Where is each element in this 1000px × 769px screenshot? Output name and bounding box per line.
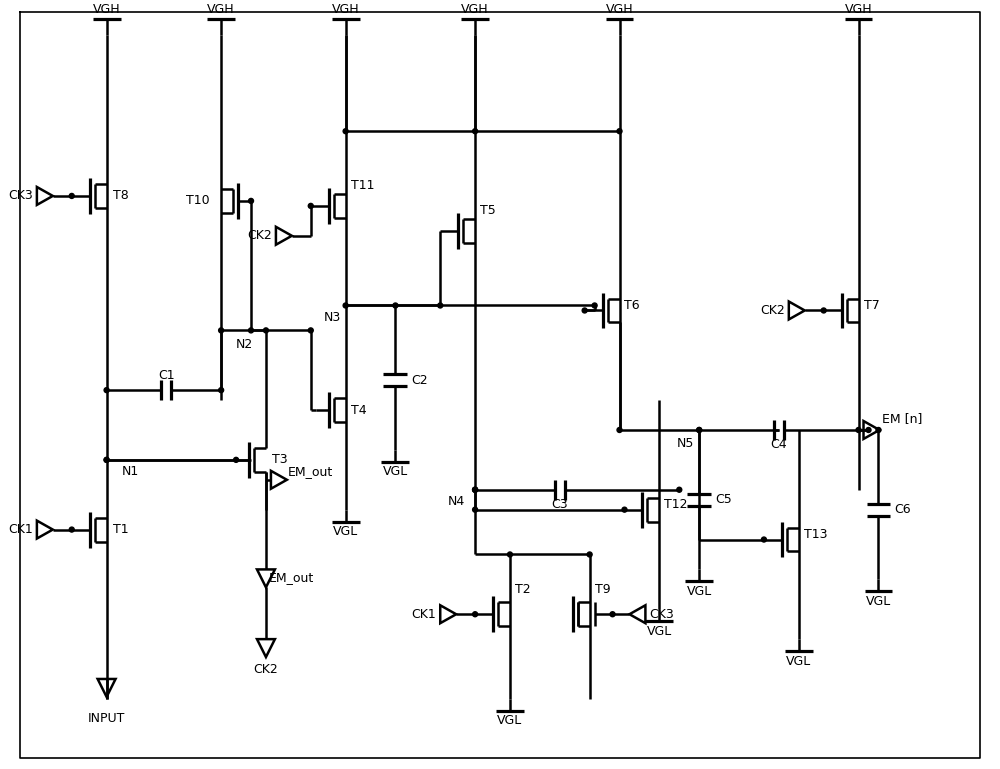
Circle shape	[104, 388, 109, 393]
Circle shape	[507, 552, 512, 557]
Text: CK3: CK3	[649, 608, 674, 621]
Text: VGL: VGL	[647, 624, 672, 638]
Text: C4: C4	[771, 438, 787, 451]
Circle shape	[821, 308, 826, 313]
Text: CK2: CK2	[760, 304, 785, 317]
Text: T9: T9	[595, 583, 610, 596]
Text: VGL: VGL	[786, 654, 811, 667]
Circle shape	[761, 537, 766, 542]
Circle shape	[69, 527, 74, 532]
Circle shape	[438, 303, 443, 308]
Text: N5: N5	[677, 438, 694, 451]
Text: N3: N3	[323, 311, 341, 324]
Text: C3: C3	[551, 498, 568, 511]
Text: EM_out: EM_out	[269, 571, 314, 584]
Text: CK2: CK2	[247, 229, 272, 242]
Circle shape	[219, 388, 224, 393]
Text: VGH: VGH	[461, 3, 489, 16]
Text: CK2: CK2	[254, 663, 278, 675]
Circle shape	[343, 128, 348, 134]
Circle shape	[587, 552, 592, 557]
Text: C5: C5	[715, 493, 732, 506]
Text: VGH: VGH	[332, 3, 359, 16]
Text: T11: T11	[351, 179, 374, 192]
Text: T1: T1	[113, 523, 128, 536]
Circle shape	[393, 303, 398, 308]
Text: INPUT: INPUT	[88, 712, 125, 725]
Text: C1: C1	[158, 368, 175, 381]
Circle shape	[866, 428, 871, 432]
Text: T10: T10	[186, 195, 209, 208]
Circle shape	[622, 508, 627, 512]
Text: EM [n]: EM [n]	[882, 411, 923, 424]
Text: N4: N4	[448, 495, 465, 508]
Circle shape	[473, 612, 478, 617]
Circle shape	[697, 428, 702, 432]
Circle shape	[610, 612, 615, 617]
Circle shape	[104, 458, 109, 462]
Text: T3: T3	[272, 454, 288, 466]
Text: T7: T7	[864, 299, 879, 312]
Circle shape	[343, 303, 348, 308]
Text: VGL: VGL	[333, 525, 358, 538]
Text: T2: T2	[515, 583, 531, 596]
Text: VGL: VGL	[383, 465, 408, 478]
Circle shape	[876, 428, 881, 432]
Circle shape	[473, 488, 478, 492]
Circle shape	[473, 128, 478, 134]
Circle shape	[617, 428, 622, 432]
Circle shape	[473, 508, 478, 512]
Circle shape	[219, 328, 224, 333]
Text: VGH: VGH	[845, 3, 872, 16]
Circle shape	[473, 488, 478, 492]
Text: CK1: CK1	[412, 608, 436, 621]
Circle shape	[234, 458, 239, 462]
Text: VGH: VGH	[606, 3, 633, 16]
Text: VGH: VGH	[93, 3, 120, 16]
Text: T13: T13	[804, 528, 827, 541]
Text: VGH: VGH	[207, 3, 235, 16]
Text: N2: N2	[236, 338, 253, 351]
Text: VGL: VGL	[866, 594, 891, 608]
Circle shape	[592, 303, 597, 308]
Circle shape	[856, 428, 861, 432]
Text: CK1: CK1	[8, 523, 33, 536]
Circle shape	[249, 198, 254, 204]
Circle shape	[308, 204, 313, 208]
Text: T6: T6	[624, 299, 640, 312]
Circle shape	[104, 458, 109, 462]
Text: EM_out: EM_out	[288, 465, 333, 478]
Text: N1: N1	[122, 465, 139, 478]
Text: T5: T5	[480, 205, 496, 218]
Circle shape	[263, 328, 268, 333]
Text: CK3: CK3	[8, 189, 33, 202]
Text: C6: C6	[894, 503, 911, 516]
Circle shape	[249, 328, 254, 333]
Circle shape	[582, 308, 587, 313]
Circle shape	[69, 194, 74, 198]
Text: T8: T8	[113, 189, 128, 202]
Circle shape	[308, 328, 313, 333]
Circle shape	[473, 488, 478, 492]
Circle shape	[677, 488, 682, 492]
Text: T4: T4	[351, 404, 366, 417]
Circle shape	[617, 128, 622, 134]
Text: VGL: VGL	[497, 714, 523, 727]
Text: T12: T12	[664, 498, 688, 511]
Text: VGL: VGL	[687, 585, 712, 598]
Circle shape	[697, 428, 702, 432]
Text: C2: C2	[411, 374, 428, 387]
